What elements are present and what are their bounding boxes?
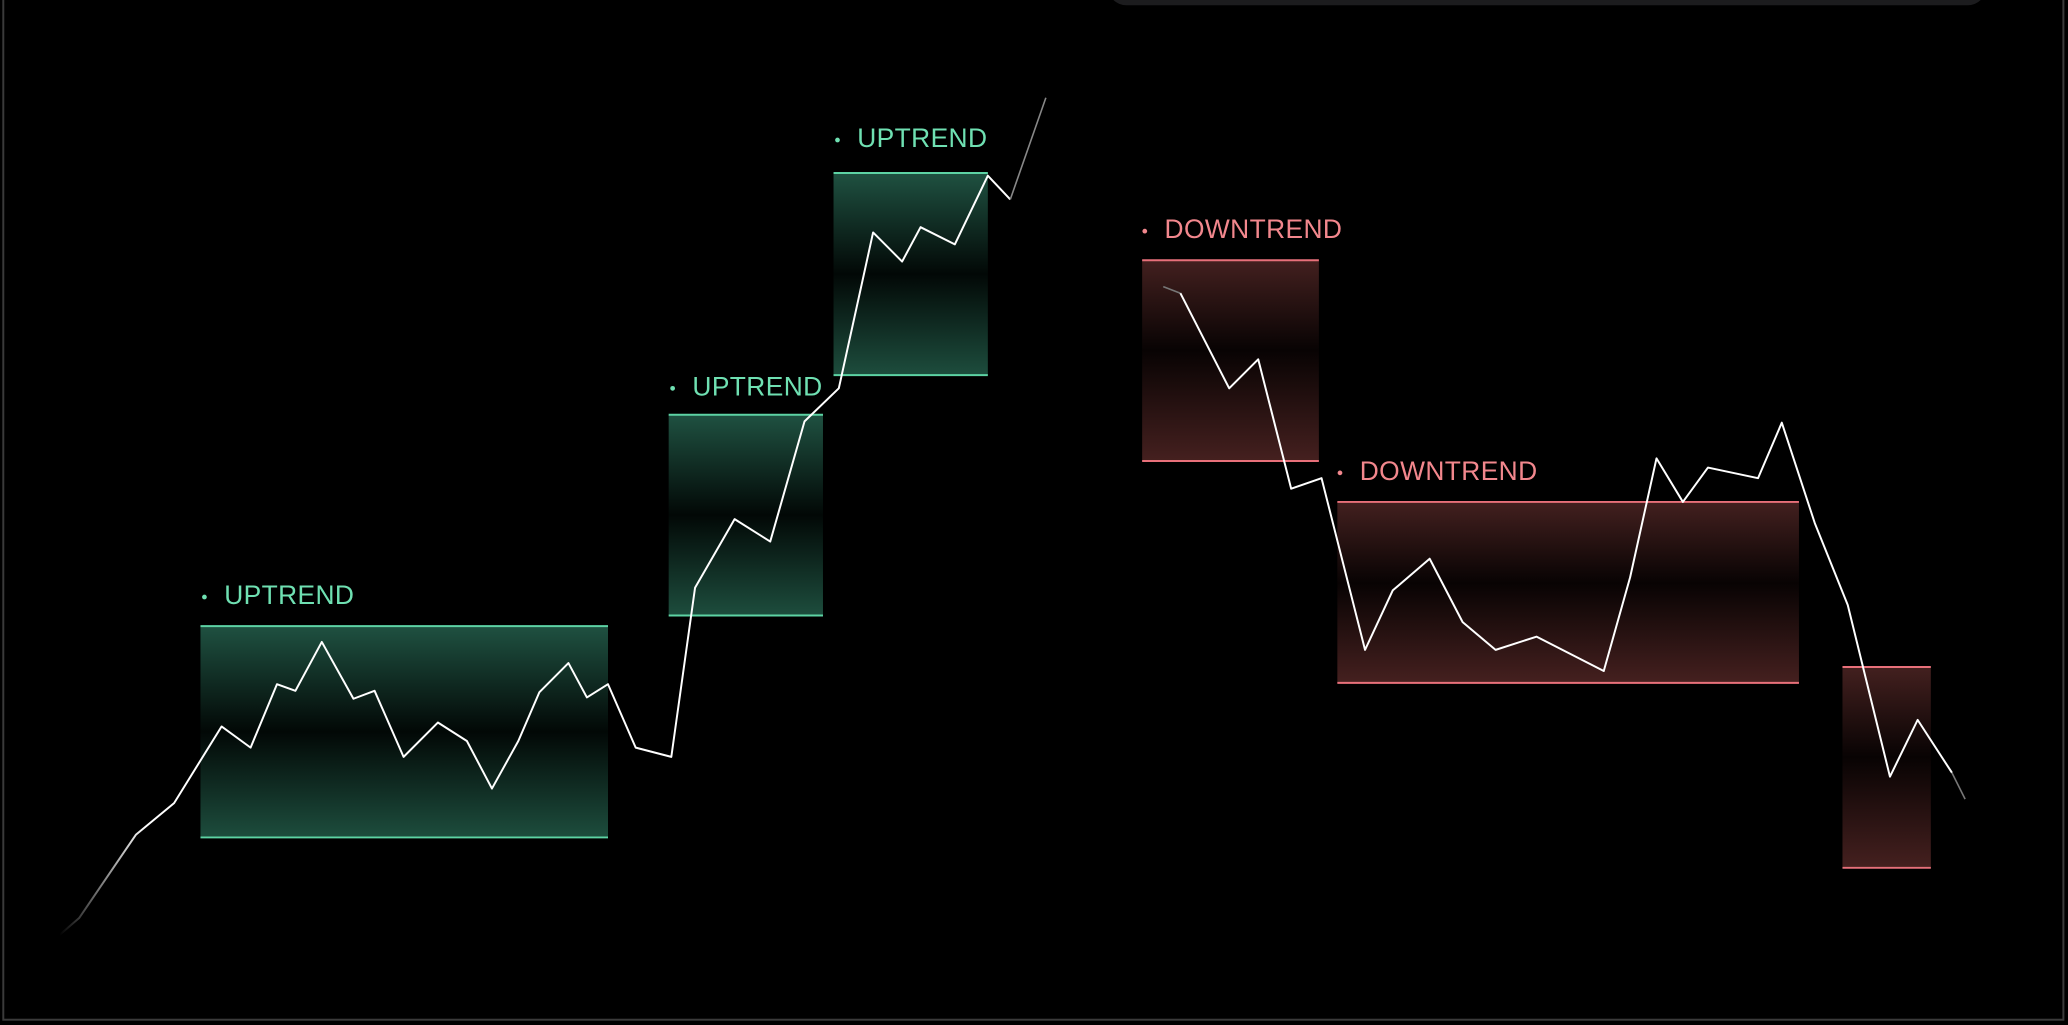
top-panel [1113,0,1981,6]
zone-up: UPTREND [200,580,609,839]
zone-fill [668,414,823,616]
label-dot [1142,228,1148,234]
zone-fill [1337,501,1799,683]
zone-label: UPTREND [224,580,354,610]
label-dot [1337,470,1343,476]
label-dot [202,594,207,600]
price-line [58,174,1011,936]
price-line-head [1162,285,1181,294]
zone-up: UPTREND [668,371,823,617]
label-dot [670,385,676,391]
zone-down: DOWNTREND [1142,214,1343,462]
price-line-tail [1009,97,1047,200]
zone-label: DOWNTREND [1360,456,1538,486]
label-dot [835,137,840,143]
zone-fill [200,626,609,838]
zone-up: UPTREND [833,123,988,377]
zone-fill [1142,260,1319,461]
price-line-tail [1951,772,1966,800]
zone-fill [833,173,988,376]
price-line [1179,292,1953,778]
zone-fill [1842,667,1931,868]
zone-label: UPTREND [692,371,822,401]
zone-label: DOWNTREND [1165,214,1343,244]
zone-label: UPTREND [857,123,987,153]
zone-down [1842,666,1931,869]
